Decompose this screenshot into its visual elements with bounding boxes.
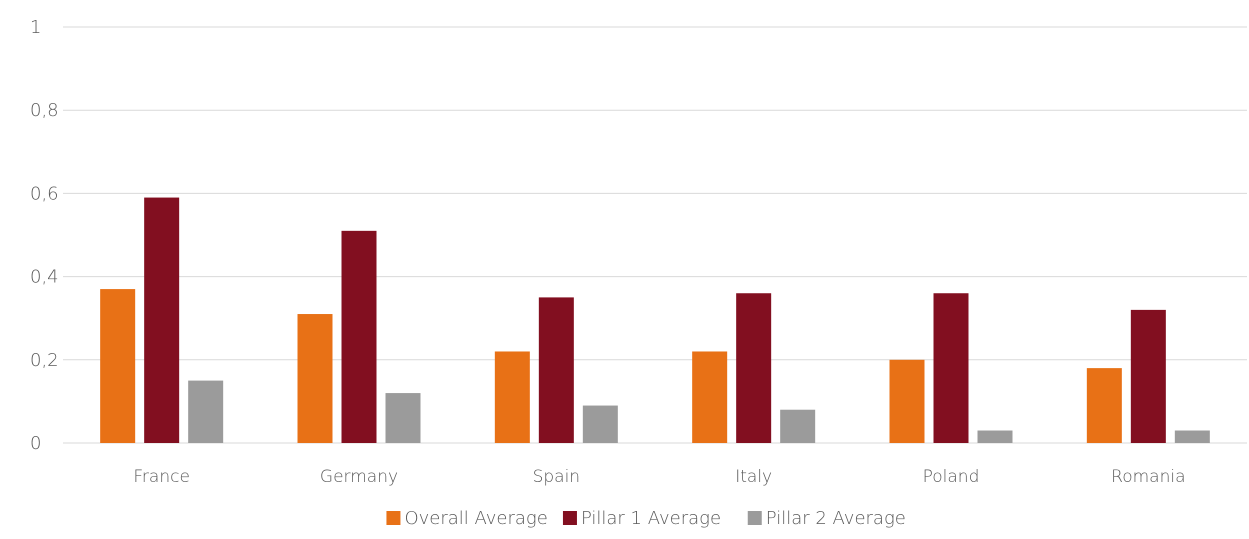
bar-italy-series-3 bbox=[780, 409, 816, 443]
legend-swatch bbox=[562, 511, 577, 525]
legend-label: Pillar 1 Average bbox=[581, 508, 721, 529]
y-tick-label: 0,8 bbox=[30, 100, 59, 121]
bar-germany-series-3 bbox=[385, 393, 421, 443]
y-tick-label: 1 bbox=[30, 17, 41, 38]
legend-label: Overall Average bbox=[404, 508, 547, 529]
gridlines bbox=[63, 26, 1247, 444]
x-category-label: Romania bbox=[1111, 467, 1185, 487]
bar-spain-series-3 bbox=[582, 405, 618, 443]
bar-spain-series-1 bbox=[494, 351, 530, 443]
bar-france-series-3 bbox=[188, 380, 224, 443]
bar-romania-series-2 bbox=[1130, 309, 1166, 443]
y-axis-tick-labels: 0 0,2 0,4 0,6 0,8 1 bbox=[30, 17, 59, 454]
bar-romania-series-3 bbox=[1174, 430, 1210, 443]
bar-poland-series-3 bbox=[977, 430, 1013, 443]
bars bbox=[100, 197, 1210, 443]
bar-romania-series-1 bbox=[1086, 368, 1122, 443]
y-tick-label: 0 bbox=[30, 433, 41, 454]
x-category-label: Germany bbox=[320, 467, 398, 487]
bar-italy-series-1 bbox=[692, 351, 728, 443]
x-category-label: Spain bbox=[533, 467, 581, 487]
x-category-label: Italy bbox=[735, 467, 772, 487]
bar-germany-series-1 bbox=[297, 314, 333, 443]
y-tick-label: 0,6 bbox=[30, 183, 59, 204]
x-category-label: France bbox=[133, 467, 190, 487]
bar-france-series-1 bbox=[100, 289, 136, 443]
bar-germany-series-2 bbox=[341, 230, 377, 443]
legend-swatch bbox=[386, 511, 401, 525]
y-tick-label: 0,4 bbox=[30, 267, 59, 288]
legend: Overall Average Pillar 1 Average Pillar 2 … bbox=[386, 508, 906, 529]
legend-swatch bbox=[747, 511, 762, 525]
bar-poland-series-1 bbox=[889, 359, 925, 443]
bar-poland-series-2 bbox=[933, 293, 969, 443]
legend-label: Pillar 2 Average bbox=[766, 508, 906, 529]
bar-spain-series-2 bbox=[538, 297, 574, 443]
x-category-label: Poland bbox=[923, 467, 980, 487]
bar-france-series-2 bbox=[144, 197, 180, 443]
x-axis-category-labels: France Germany Spain Italy Poland Romania bbox=[133, 467, 1185, 487]
y-tick-label: 0,2 bbox=[30, 350, 59, 371]
bar-italy-series-2 bbox=[736, 293, 772, 443]
